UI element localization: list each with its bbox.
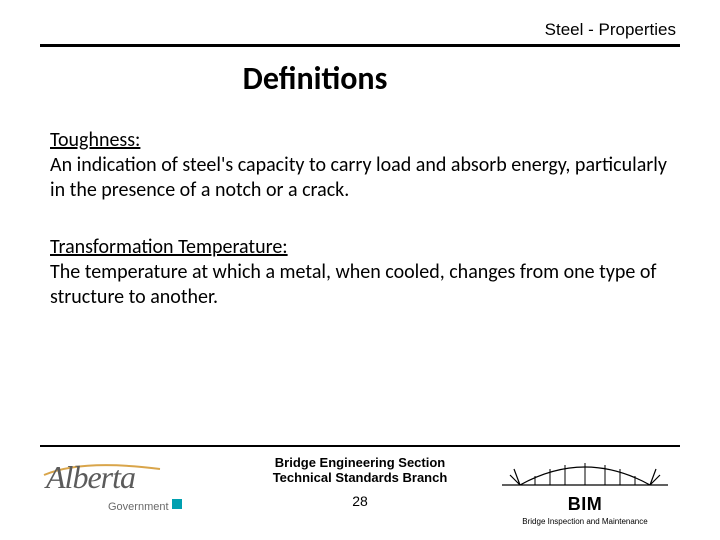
definition-term: Toughness: [50,128,670,153]
definition-block: Toughness: An indication of steel's capa… [50,128,670,203]
bim-bridge-icon [500,455,670,491]
header-label: Steel - Properties [40,20,680,40]
definition-term: Transformation Temperature: [50,235,670,260]
bim-logo-col: BIM Bridge Inspection and Maintenance [490,455,680,526]
slide-page: Steel - Properties Definitions Toughness… [0,0,720,540]
alberta-logo-col: Alberta Government [40,455,230,517]
footer: Alberta Government Bridge Engineering Se… [40,445,680,526]
bim-label: BIM [490,494,680,515]
alberta-wordmark: Alberta [46,459,135,496]
footer-section-line2: Technical Standards Branch [230,470,490,485]
definition-block: Transformation Temperature: The temperat… [50,235,670,310]
alberta-square-icon [172,499,182,509]
alberta-logo: Alberta Government [40,461,220,517]
footer-section-line1: Bridge Engineering Section [230,455,490,470]
footer-center: Bridge Engineering Section Technical Sta… [230,455,490,509]
definition-body: The temperature at which a metal, when c… [50,260,670,310]
footer-row: Alberta Government Bridge Engineering Se… [40,455,680,526]
page-number: 28 [230,493,490,509]
body-content: Toughness: An indication of steel's capa… [40,128,680,310]
header-rule [40,44,680,47]
definition-body: An indication of steel's capacity to car… [50,153,670,203]
alberta-government-label: Government [108,501,169,513]
bim-sublabel: Bridge Inspection and Maintenance [490,517,680,526]
footer-rule [40,445,680,447]
page-title: Definitions [0,59,680,98]
